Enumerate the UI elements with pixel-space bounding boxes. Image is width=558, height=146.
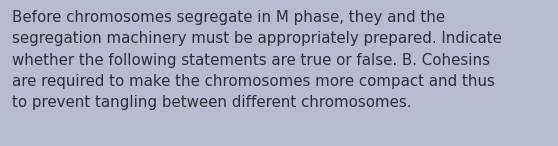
- Text: Before chromosomes segregate in M phase, they and the
segregation machinery must: Before chromosomes segregate in M phase,…: [12, 10, 502, 110]
